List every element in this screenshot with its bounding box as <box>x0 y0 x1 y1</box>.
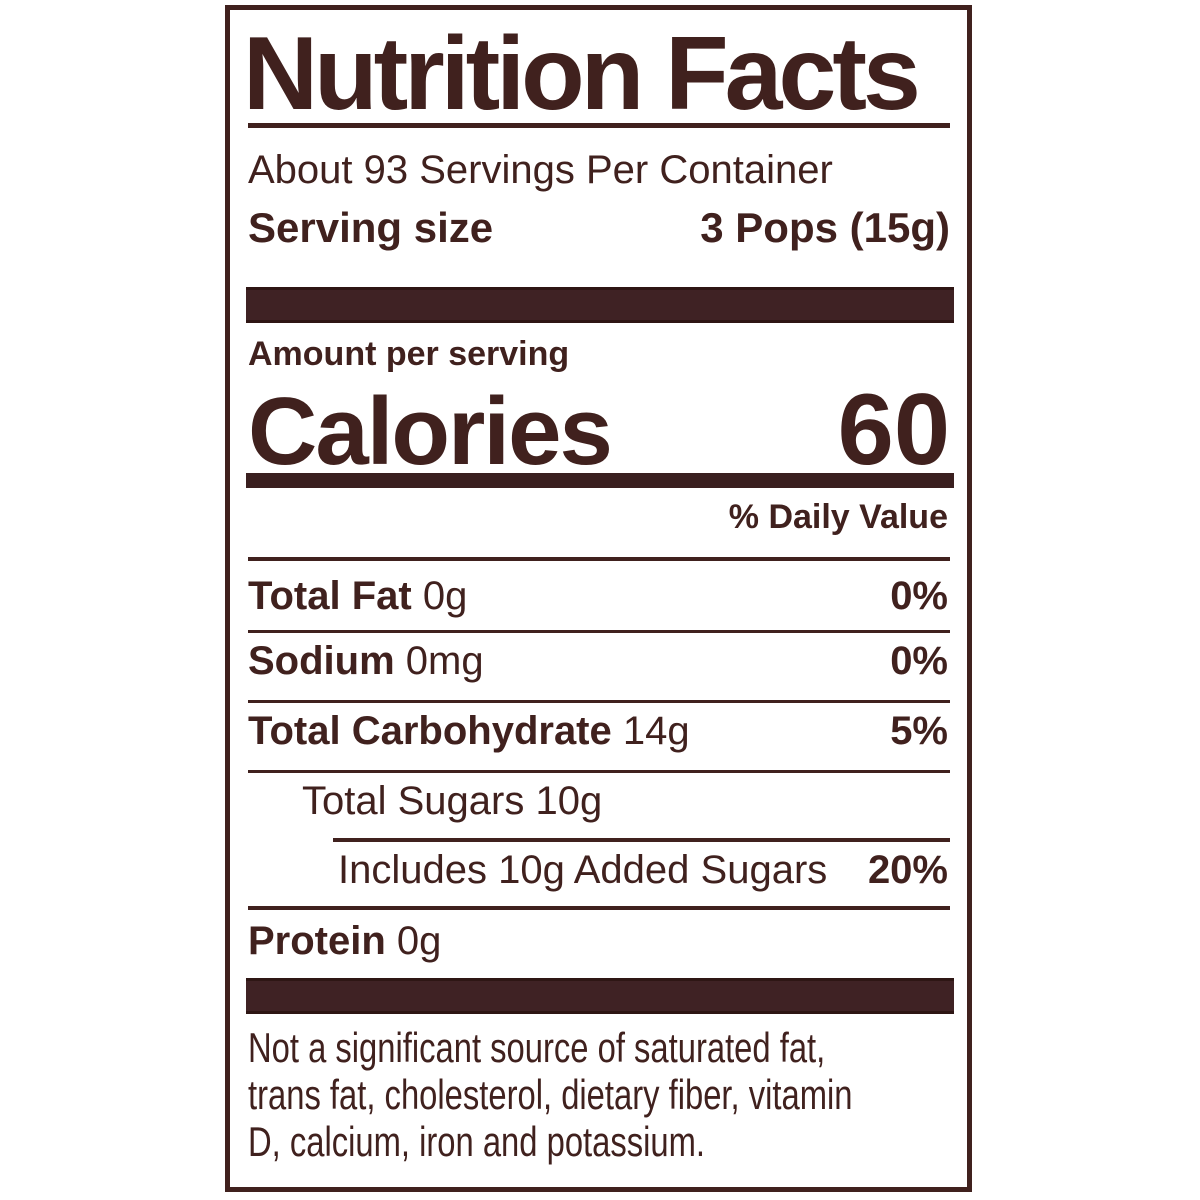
nutrient-name: Total Carbohydrate <box>248 709 612 753</box>
separator-bar-bottom <box>246 978 954 1014</box>
nutrient-daily-value: 20% <box>867 848 948 892</box>
daily-value-header: % Daily Value <box>728 498 948 536</box>
nutrient-amount: 14g <box>622 709 690 753</box>
footnote-line: Not a significant source of saturated fa… <box>248 1024 826 1071</box>
rule-after-total-fat <box>248 630 950 633</box>
row-sodium: Sodium 0mg 0% <box>248 639 950 683</box>
nutrient-daily-value: 5% <box>890 709 948 753</box>
footnote: Not a significant source of saturated fa… <box>248 1024 853 1165</box>
nutrient-name: Total Fat <box>248 574 412 618</box>
nutrition-facts-label: Nutrition Facts About 93 Servings Per Co… <box>225 5 972 1192</box>
row-total-carbohydrate: Total Carbohydrate 14g 5% <box>248 709 950 753</box>
nutrient-amount: 0mg <box>405 639 484 683</box>
calories-row: Calories 60 <box>248 380 950 481</box>
serving-size-label: Serving size <box>248 204 494 251</box>
row-total-sugars: Total Sugars 10g <box>302 779 950 823</box>
label-title: Nutrition Facts <box>243 16 921 132</box>
calories-value: 60 <box>837 374 950 486</box>
row-total-fat: Total Fat 0g 0% <box>248 574 950 618</box>
footnote-line: trans fat, cholesterol, dietary fiber, v… <box>248 1071 853 1118</box>
nutrient-daily-value: 0% <box>890 574 948 618</box>
nutrient-amount: 0g <box>396 919 442 963</box>
serving-size-value: 3 Pops (15g) <box>700 204 950 251</box>
separator-bar-calories <box>246 473 954 488</box>
row-added-sugars: Includes 10g Added Sugars 20% <box>338 848 950 892</box>
amount-per-serving-label: Amount per serving <box>248 335 570 373</box>
servings-per-container: About 93 Servings Per Container <box>248 148 833 192</box>
rule-below-dv-header <box>248 557 950 561</box>
rule-after-added-sugars <box>248 906 950 910</box>
nutrient-amount: 0g <box>422 574 468 618</box>
footnote-line: D, calcium, iron and potassium. <box>248 1118 706 1165</box>
nutrient-name: Includes 10g Added Sugars <box>338 848 828 892</box>
nutrient-name: Total Sugars <box>302 779 525 823</box>
rule-after-total-sugars <box>333 838 950 842</box>
calories-label: Calories <box>248 378 613 485</box>
row-protein: Protein 0g <box>248 919 950 963</box>
nutrient-daily-value: 0% <box>890 639 948 683</box>
rule-after-sodium <box>248 700 950 703</box>
rule-below-title <box>248 123 950 128</box>
nutrient-name: Protein <box>248 919 386 963</box>
nutrient-amount: 10g <box>535 779 603 823</box>
rule-after-carbohydrate <box>248 770 950 773</box>
serving-size-row: Serving size 3 Pops (15g) <box>248 204 950 251</box>
separator-bar-top <box>246 287 954 323</box>
nutrient-name: Sodium <box>248 639 395 683</box>
